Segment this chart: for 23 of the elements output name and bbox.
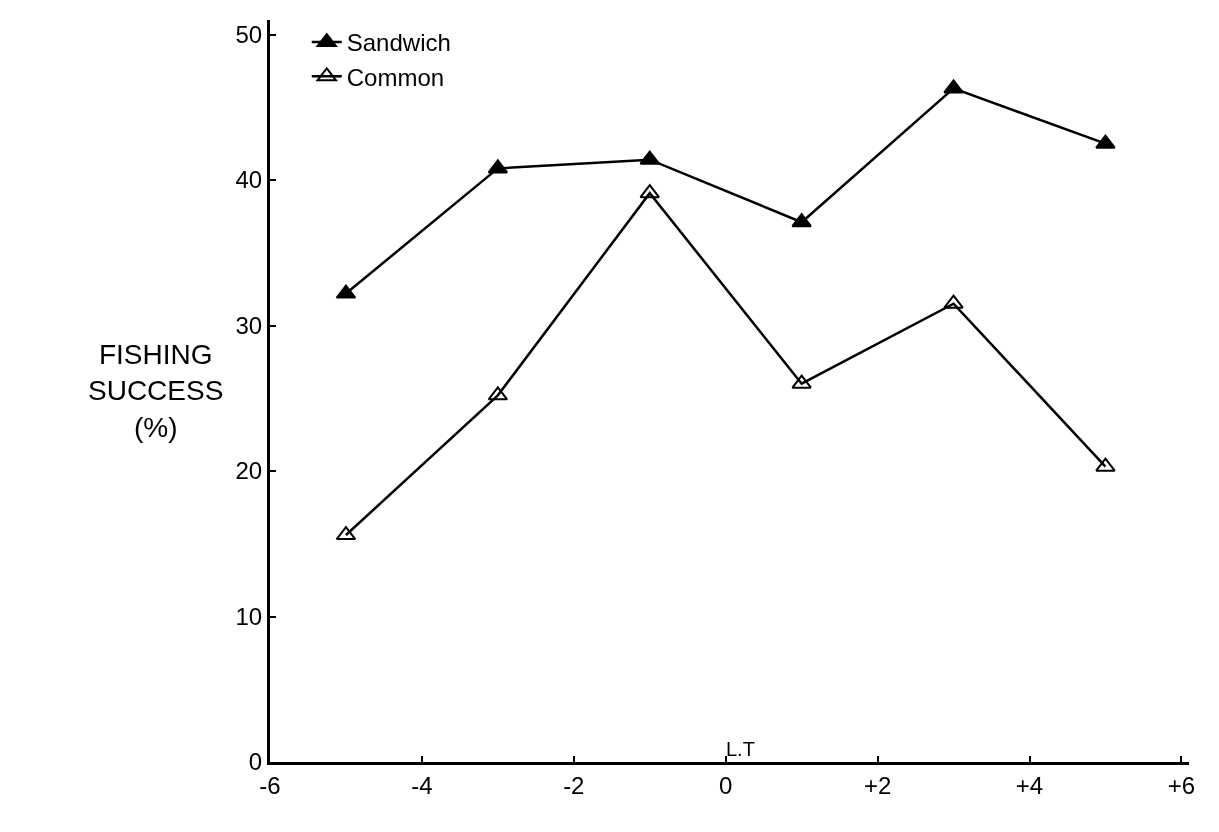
point bbox=[639, 150, 660, 165]
y-tick-label: 50 bbox=[235, 20, 263, 48]
x-tick-label: -4 bbox=[411, 771, 433, 799]
y-tick-label: 30 bbox=[235, 311, 263, 339]
y-tick-label: 10 bbox=[235, 602, 263, 630]
y-axis-title: FISHING SUCCESS (%) bbox=[88, 339, 224, 443]
y-tick-label: 20 bbox=[235, 457, 263, 485]
x-tick-label: +4 bbox=[1015, 771, 1044, 799]
legend-label: Common bbox=[346, 63, 445, 91]
y-tick-label: 40 bbox=[235, 166, 263, 194]
point bbox=[639, 184, 660, 199]
point bbox=[791, 374, 812, 389]
point bbox=[1095, 457, 1116, 472]
x-tick-label: -2 bbox=[563, 771, 585, 799]
point bbox=[943, 79, 964, 94]
x-tick-label: +6 bbox=[1167, 771, 1196, 799]
x-tick-label: 0 bbox=[719, 771, 733, 799]
point bbox=[791, 213, 812, 228]
x-axis-title: L.T bbox=[726, 738, 755, 760]
x-tick-label: +2 bbox=[863, 771, 892, 799]
point bbox=[943, 294, 964, 309]
legend-label: Sandwich bbox=[346, 29, 451, 57]
point bbox=[1095, 134, 1116, 149]
